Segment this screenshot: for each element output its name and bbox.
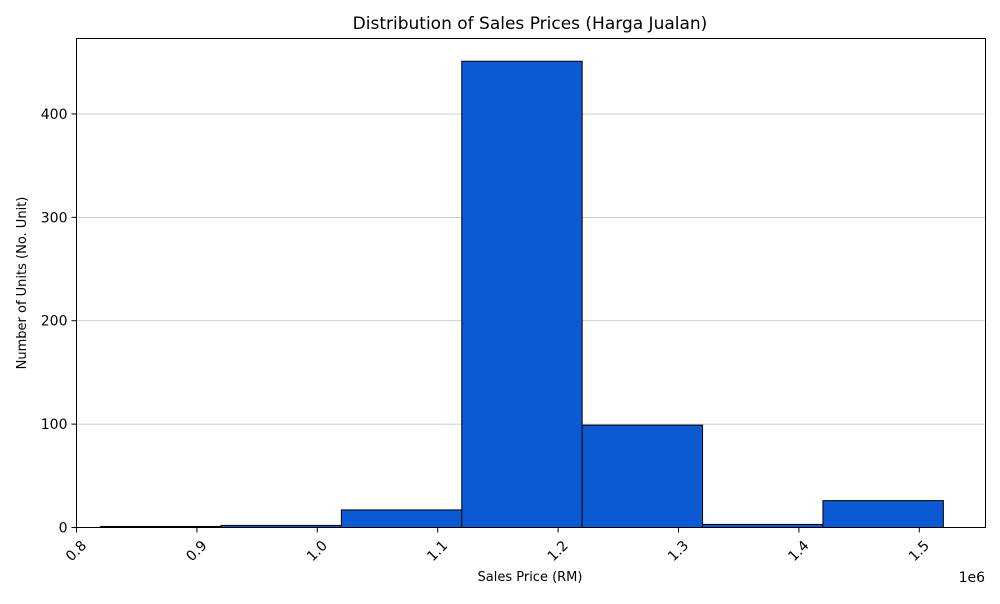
histogram-bar	[461, 60, 583, 529]
histogram-bar	[340, 509, 463, 529]
plot-frame	[76, 38, 986, 528]
x-tick-label: 0.8	[63, 538, 90, 565]
y-axis-ticks: 0 100 200 300 400	[41, 107, 77, 537]
histogram-bar	[581, 424, 704, 528]
y-tick-label: 300	[41, 210, 68, 226]
x-tick-label: 1.2	[545, 538, 572, 565]
y-tick-label: 200	[41, 314, 68, 330]
y-tick-label: 0	[59, 521, 68, 537]
histogram-bar	[822, 500, 944, 529]
x-axis-label: Sales Price (RM)	[478, 570, 583, 585]
x-tick-label: 1.1	[424, 538, 451, 565]
bars	[100, 60, 944, 529]
x-tick-label: 1.4	[785, 538, 812, 565]
x-axis-offset-label: 1e6	[959, 570, 986, 586]
x-tick-label: 1.3	[665, 538, 692, 565]
y-tick-label: 100	[41, 417, 68, 433]
x-tick-label: 1.0	[304, 538, 331, 565]
x-tick-label: 1.5	[906, 538, 933, 565]
x-axis-ticks: 0.8 0.9 1.0 1.1 1.2 1.3 1.4 1.5	[63, 527, 933, 565]
chart-title: Distribution of Sales Prices (Harga Jual…	[353, 14, 708, 34]
y-tick-label: 400	[41, 107, 68, 123]
y-axis-label: Number of Units (No. Unit)	[15, 197, 30, 370]
x-tick-label: 0.9	[183, 538, 210, 565]
